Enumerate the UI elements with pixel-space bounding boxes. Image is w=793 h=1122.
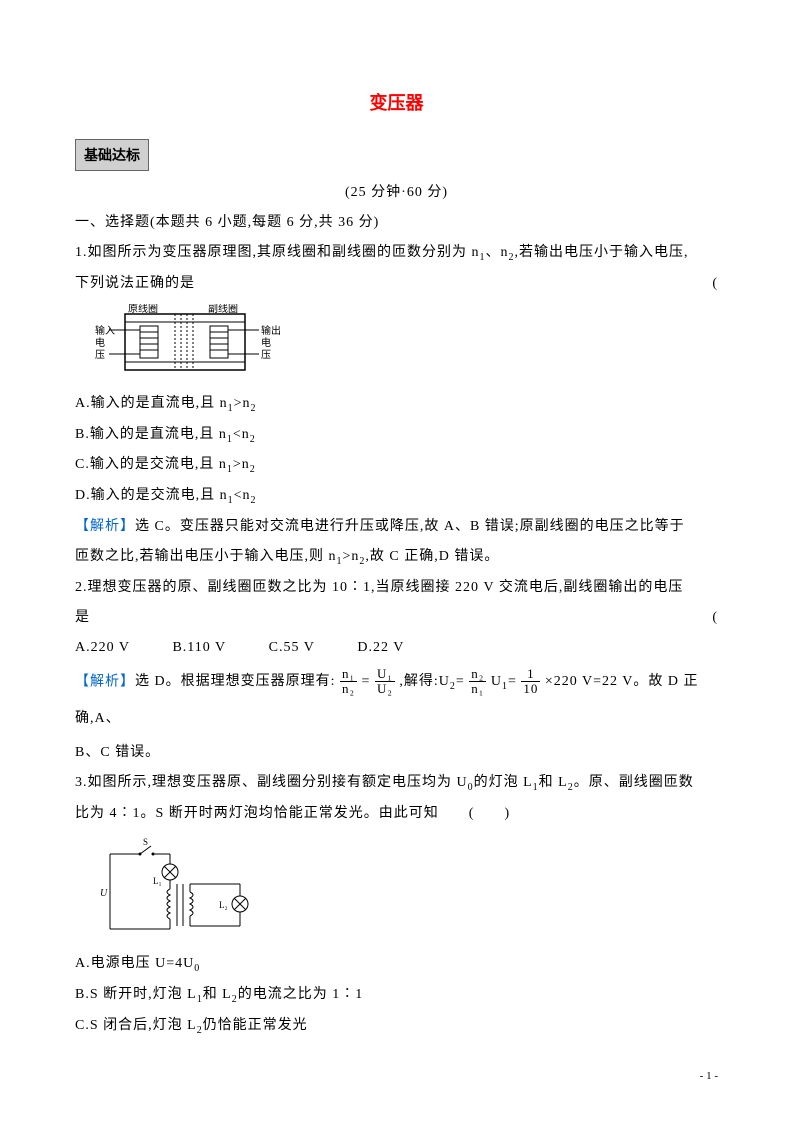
- q2-stem-line2: 是 (: [75, 604, 718, 632]
- q2-optB: B.110 V: [172, 634, 226, 662]
- q2-analysis-label: 【解析】: [75, 674, 135, 689]
- q1B-a: B.输入的是直流电,且 n: [75, 427, 227, 442]
- f2n: U₁: [375, 667, 395, 682]
- q1D-b: <n: [234, 488, 251, 503]
- q1-diagram: 原线圈 副线圈 输入 电 压 输出 电 压: [95, 304, 718, 384]
- q2-optA: A.220 V: [75, 634, 130, 662]
- q1-paren: (: [712, 270, 718, 298]
- frac-u1u2: U₁U₂: [375, 667, 395, 697]
- s6: 2: [250, 464, 256, 475]
- q1-ana-a: 选 C。变压器只能对交流电进行升压或降压,故 A、B 错误;原副线圈的电压之比等…: [135, 519, 685, 534]
- q1-ana-c: >n: [343, 549, 360, 564]
- diag-out1: 输出: [261, 324, 280, 337]
- q2-ana-a: 选 D。根据理想变压器原理有:: [135, 674, 336, 689]
- q3Bc: 的电流之比为 1∶1: [238, 987, 364, 1002]
- q1A-a: A.输入的是直流电,且 n: [75, 396, 228, 411]
- q1-stem-c: ,若输出电压小于输入电压,: [515, 245, 689, 260]
- diag-in1: 输入: [95, 324, 115, 337]
- q3Ba: B.S 断开时,灯泡 L: [75, 987, 197, 1002]
- svg-text:L₂: L₂: [219, 900, 228, 910]
- frac-n2n1: n₂n₁: [469, 667, 486, 697]
- transformer-diagram-icon: 原线圈 副线圈 输入 电 压 输出 电 压: [95, 304, 280, 384]
- q2-analysis-line2: B、C 错误。: [75, 739, 718, 767]
- diag-right-label: 副线圈: [208, 304, 238, 315]
- q1-optD: D.输入的是交流电,且 n1<n2: [75, 482, 718, 511]
- svg-text:U: U: [100, 888, 108, 899]
- s0b: 0: [194, 963, 200, 974]
- section-header-wrap: 基础达标: [75, 139, 718, 177]
- q1-ana-d: ,故 C 正确,D 错误。: [365, 549, 499, 564]
- q2-optC: C.55 V: [269, 634, 315, 662]
- q3-optA: A.电源电压 U=4U0: [75, 950, 718, 979]
- f2d: U₂: [375, 682, 395, 696]
- q1D-a: D.输入的是交流电,且 n: [75, 488, 228, 503]
- eq3: =: [508, 674, 517, 689]
- q2-ana-b: ,解得:U: [399, 674, 450, 689]
- q1-optC: C.输入的是交流电,且 n1>n2: [75, 451, 718, 480]
- s4: 2: [250, 433, 256, 444]
- q1-stem-line2: 下列说法正确的是 (: [75, 270, 718, 298]
- q1-analysis-line1: 【解析】选 C。变压器只能对交流电进行升压或降压,故 A、B 错误;原副线圈的电…: [75, 513, 718, 541]
- frac-110: 110: [521, 667, 540, 697]
- diag-left-label: 原线圈: [128, 304, 158, 315]
- circuit-diagram-icon: S L₁ U L₂: [95, 834, 265, 944]
- diag-out3: 压: [261, 349, 271, 361]
- q2-stem-line1: 2.理想变压器的原、副线圈匝数之比为 10∶1,当原线圈接 220 V 交流电后…: [75, 574, 718, 602]
- q3-c: 和 L: [539, 775, 568, 790]
- q1B-b: <n: [233, 427, 250, 442]
- q2-ana-c: U: [491, 674, 502, 689]
- q1-ana-b: 匝数之比,若输出电压小于输入电压,则 n: [75, 549, 337, 564]
- section1-intro: 一、选择题(本题共 6 小题,每题 6 分,共 36 分): [75, 209, 718, 237]
- section-header: 基础达标: [75, 139, 149, 171]
- q1-stem-line1: 1.如图所示为变压器原理图,其原线圈和副线圈的匝数分别为 n1、n2,若输出电压…: [75, 239, 718, 268]
- diag-in3: 压: [95, 349, 105, 361]
- svg-text:S: S: [143, 837, 148, 847]
- frac-n1n2: n₁n₂: [340, 667, 357, 697]
- time-line: (25 分钟·60 分): [75, 179, 718, 207]
- s8: 2: [251, 495, 257, 506]
- eq2: =: [456, 674, 465, 689]
- q3-stem-line2: 比为 4∶1。S 断开时两灯泡均恰能正常发光。由此可知 ( ): [75, 800, 718, 828]
- q3-stem-line1: 3.如图所示,理想变压器原、副线圈分别接有额定电压均为 U0的灯泡 L1和 L2…: [75, 769, 718, 798]
- q3-a: 3.如图所示,理想变压器原、副线圈分别接有额定电压均为 U: [75, 775, 468, 790]
- q3-diagram: S L₁ U L₂: [95, 834, 718, 944]
- q2-options: A.220 V B.110 V C.55 V D.22 V: [75, 634, 718, 662]
- f1n: n₁: [340, 667, 357, 682]
- s2: 2: [251, 403, 257, 414]
- eq1: =: [362, 674, 371, 689]
- svg-text:L₁: L₁: [153, 876, 162, 886]
- q1-stem-b: 、n: [486, 245, 509, 260]
- q1-optB: B.输入的是直流电,且 n1<n2: [75, 421, 718, 450]
- q1-stem-a: 1.如图所示为变压器原理图,其原线圈和副线圈的匝数分别为 n: [75, 245, 480, 260]
- q1-optA: A.输入的是直流电,且 n1>n2: [75, 390, 718, 419]
- q1C-b: >n: [233, 457, 250, 472]
- q3Ca: C.S 闭合后,灯泡 L: [75, 1018, 197, 1033]
- doc-title: 变压器: [75, 85, 718, 121]
- diag-out2: 电: [261, 336, 271, 349]
- q3-optC: C.S 闭合后,灯泡 L2仍恰能正常发光: [75, 1012, 718, 1041]
- q3-d: 。原、副线圈匝数: [574, 775, 694, 790]
- q1-analysis-line2: 匝数之比,若输出电压小于输入电压,则 n1>n2,故 C 正确,D 错误。: [75, 543, 718, 572]
- f3d: n₁: [469, 682, 486, 696]
- diag-in2: 电: [95, 336, 105, 349]
- q2-analysis: 【解析】选 D。根据理想变压器原理有: n₁n₂ = U₁U₂ ,解得:U2= …: [75, 664, 718, 738]
- f4d: 10: [521, 682, 540, 696]
- q3-b: 的灯泡 L: [474, 775, 533, 790]
- q2-optD: D.22 V: [357, 634, 404, 662]
- page-number: - 1 -: [700, 1070, 718, 1082]
- q2-stem-b: 是: [75, 610, 90, 625]
- q3-optB: B.S 断开时,灯泡 L1和 L2的电流之比为 1∶1: [75, 981, 718, 1010]
- q1A-b: >n: [234, 396, 251, 411]
- q1-stem-l2: 下列说法正确的是: [75, 276, 195, 291]
- q1-analysis-label: 【解析】: [75, 519, 135, 534]
- f1d: n₂: [340, 682, 357, 696]
- f3n: n₂: [469, 667, 486, 682]
- q3Bb: 和 L: [203, 987, 232, 1002]
- q2-paren: (: [712, 604, 718, 632]
- q3Cb: 仍恰能正常发光: [203, 1018, 308, 1033]
- q1C-a: C.输入的是交流电,且 n: [75, 457, 227, 472]
- f4n: 1: [521, 667, 540, 682]
- page-content: 变压器 基础达标 (25 分钟·60 分) 一、选择题(本题共 6 小题,每题 …: [0, 0, 793, 1083]
- q3A: A.电源电压 U=4U: [75, 956, 194, 971]
